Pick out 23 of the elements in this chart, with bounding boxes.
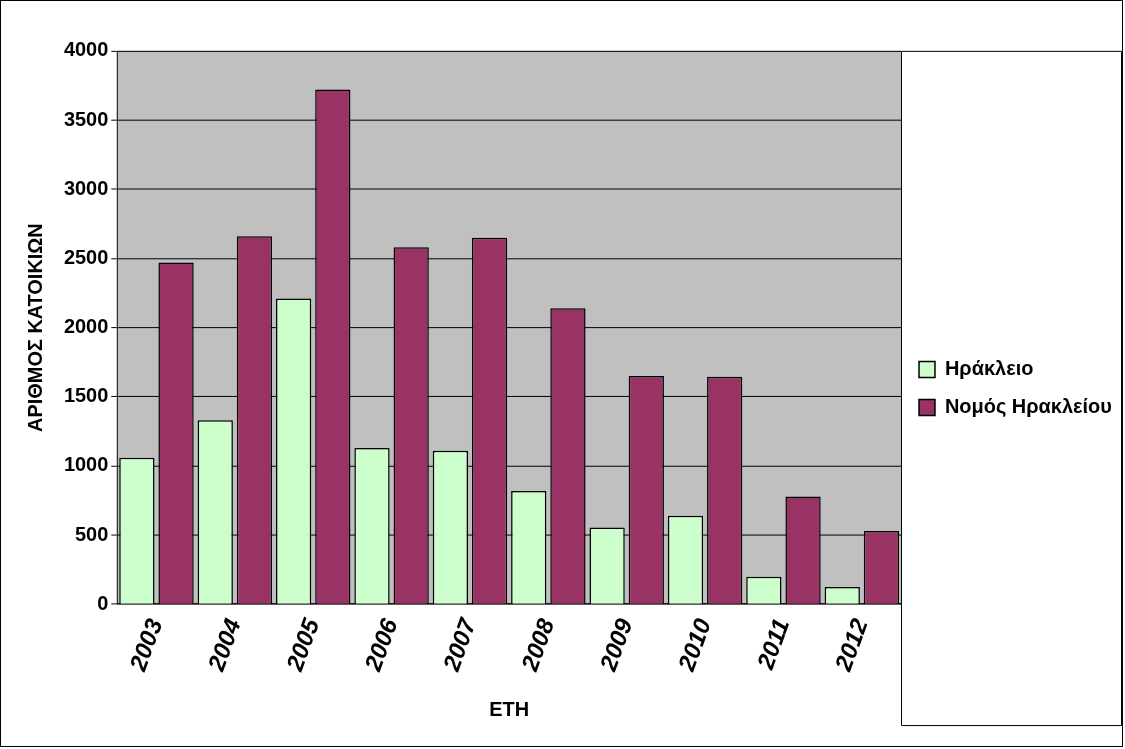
legend-label: Ηράκλειο bbox=[944, 357, 1034, 380]
y-tick-label: 4000 bbox=[63, 38, 109, 61]
x-tick-label: 2004 bbox=[201, 614, 246, 676]
y-tick-label: 2500 bbox=[63, 245, 109, 268]
y-tick-label: 2000 bbox=[63, 315, 109, 338]
legend-label: Νομός Ηρακλείου bbox=[944, 394, 1112, 417]
x-tick-label: 2010 bbox=[672, 614, 717, 676]
x-tick-label: 2003 bbox=[123, 614, 168, 676]
y-tick-label: 3000 bbox=[63, 176, 109, 199]
x-tick-label: 2008 bbox=[515, 614, 560, 676]
x-tick-label: 2012 bbox=[828, 614, 873, 676]
x-tick-label: 2011 bbox=[751, 614, 795, 674]
y-axis-title: ΑΡΙΘΜΟΣ ΚΑΤΟΙΚΙΩΝ bbox=[24, 223, 47, 432]
y-tick-label: 1000 bbox=[63, 453, 109, 476]
y-tick-label: 500 bbox=[75, 522, 109, 545]
y-tick-label: 1500 bbox=[63, 384, 109, 407]
y-tick-label: 0 bbox=[97, 591, 109, 614]
x-tick-label: 2009 bbox=[593, 614, 638, 676]
x-tick-label: 2006 bbox=[358, 614, 403, 676]
x-tick-label: 2007 bbox=[436, 613, 482, 676]
y-tick-label: 3500 bbox=[63, 107, 109, 130]
x-axis-title: ΕΤΗ bbox=[489, 697, 530, 720]
x-tick-label: 2005 bbox=[280, 614, 325, 676]
